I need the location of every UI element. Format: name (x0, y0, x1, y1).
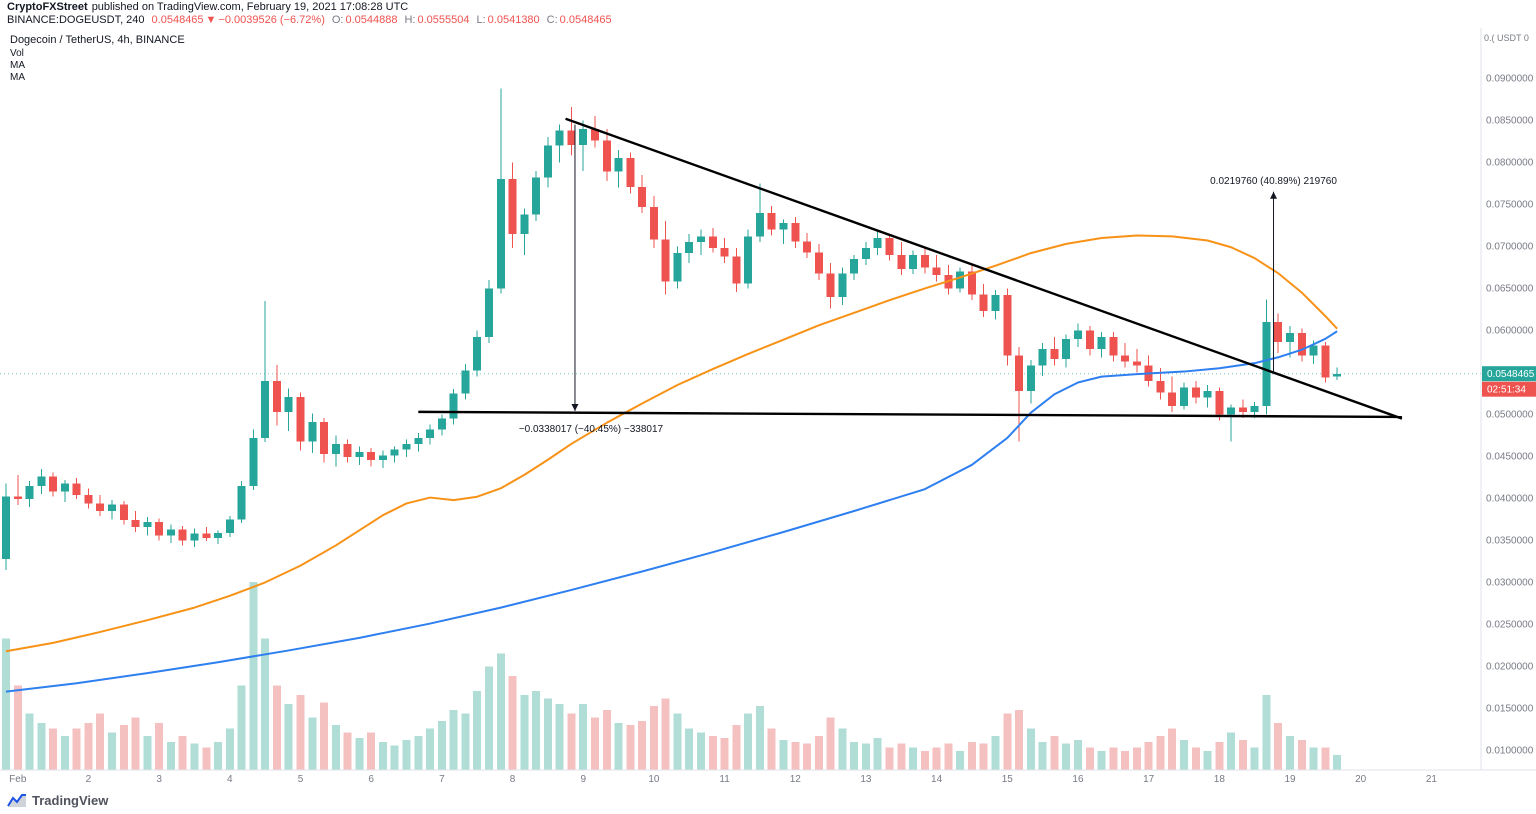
symbol-info-bar: BINANCE:DOGEUSDT, 240 0.0548465 ▼ −0.003… (7, 14, 612, 27)
attribution-bar: CryptoFXStreet published on TradingView.… (0, 0, 408, 14)
publish-info: published on TradingView.com, February 1… (91, 1, 409, 13)
svg-text:12: 12 (790, 774, 802, 785)
svg-text:0.0800000: 0.0800000 (1486, 157, 1534, 168)
time-axis-labels[interactable]: Feb 2 3 4 5 6 7 8 9 10 11 12 13 14 15 16 17 18 19 20 21 (9, 774, 1437, 785)
ohlc-open: O: 0.0544888 (331, 14, 398, 26)
svg-text:0.0548465: 0.0548465 (1487, 369, 1535, 380)
svg-text:5: 5 (298, 774, 304, 785)
price-chart[interactable]: −0.0338017 (−40.45%) −338017 0.0219760 (4… (0, 28, 1536, 786)
svg-text:0.0300000: 0.0300000 (1486, 577, 1534, 588)
axis-currency-note: 0.( USDT 0 (1484, 33, 1529, 43)
svg-text:0.0200000: 0.0200000 (1486, 661, 1534, 672)
tradingview-wordmark[interactable]: TradingView (32, 793, 109, 808)
svg-text:14: 14 (931, 774, 943, 785)
measure-up-arrow[interactable]: 0.0219760 (40.89%) 219760 (1210, 176, 1337, 375)
svg-text:0.0850000: 0.0850000 (1486, 115, 1534, 126)
volume-series (2, 582, 1342, 770)
last-price: 0.0548465 (151, 14, 204, 26)
ohlc-low: L: 0.0541380 (476, 14, 540, 26)
svg-text:0.0650000: 0.0650000 (1486, 283, 1534, 294)
svg-text:0.0900000: 0.0900000 (1486, 73, 1534, 84)
svg-text:19: 19 (1284, 774, 1296, 785)
symbol-name[interactable]: BINANCE:DOGEUSDT, 240 (7, 14, 145, 26)
ma-orange-line (5, 234, 1338, 653)
price-axis-labels[interactable]: 0.0900000 0.0850000 0.0800000 0.0750000 0.07… (1486, 73, 1534, 756)
svg-text:8: 8 (510, 774, 516, 785)
svg-text:18: 18 (1214, 774, 1226, 785)
svg-text:3: 3 (156, 774, 162, 785)
legend-volume[interactable]: Vol (10, 48, 24, 59)
descending-resistance-trendline[interactable] (565, 117, 1403, 420)
svg-text:17: 17 (1143, 774, 1155, 785)
legend-ma2[interactable]: MA (10, 72, 25, 83)
candlestick-series (2, 88, 1342, 570)
svg-text:7: 7 (439, 774, 445, 785)
legend-title[interactable]: Dogecoin / TetherUS, 4h, BINANCE (10, 34, 185, 46)
svg-text:13: 13 (860, 774, 872, 785)
svg-text:0.0250000: 0.0250000 (1486, 619, 1534, 630)
svg-text:9: 9 (580, 774, 586, 785)
svg-text:0.0350000: 0.0350000 (1486, 535, 1534, 546)
measure-down-label: −0.0338017 (−40.45%) −338017 (519, 424, 664, 435)
publisher-name: CryptoFXStreet (7, 1, 88, 13)
ohlc-high: H: 0.0555504 (404, 14, 470, 26)
legend-ma1[interactable]: MA (10, 60, 25, 71)
svg-text:0.0700000: 0.0700000 (1486, 241, 1534, 252)
svg-text:4: 4 (227, 774, 233, 785)
svg-text:0.0750000: 0.0750000 (1486, 199, 1534, 210)
price-change: −0.0039526 (−6.72%) (218, 14, 325, 26)
svg-text:02:51:34: 02:51:34 (1487, 385, 1526, 396)
measure-up-label: 0.0219760 (40.89%) 219760 (1210, 176, 1337, 187)
measure-down-arrow[interactable]: −0.0338017 (−40.45%) −338017 (519, 124, 664, 435)
tradingview-logo-icon[interactable] (7, 793, 27, 809)
svg-text:Feb: Feb (9, 774, 27, 785)
logo-line-shape (7, 793, 26, 807)
svg-text:0.0500000: 0.0500000 (1486, 409, 1534, 420)
svg-text:20: 20 (1355, 774, 1367, 785)
svg-text:10: 10 (648, 774, 660, 785)
logo-mountain-shape (8, 795, 26, 807)
chart-legend: Dogecoin / TetherUS, 4h, BINANCE Vol MA … (10, 34, 185, 84)
svg-text:16: 16 (1072, 774, 1084, 785)
svg-text:11: 11 (719, 774, 730, 785)
price-axis-pane[interactable] (1481, 28, 1536, 786)
svg-text:0.0450000: 0.0450000 (1486, 451, 1534, 462)
svg-text:0.0400000: 0.0400000 (1486, 493, 1534, 504)
svg-text:15: 15 (1002, 774, 1014, 785)
countdown-badge: 02:51:34 (1482, 381, 1536, 397)
change-direction-icon: ▼ (205, 14, 217, 26)
current-price-badge: 0.0548465 (1482, 366, 1536, 382)
footer-bar: TradingView (0, 787, 1536, 814)
svg-text:21: 21 (1426, 774, 1438, 785)
svg-text:0.0150000: 0.0150000 (1486, 703, 1534, 714)
svg-text:6: 6 (368, 774, 374, 785)
svg-text:0.0600000: 0.0600000 (1486, 325, 1534, 336)
horizontal-support-trendline[interactable] (418, 410, 1402, 419)
svg-text:2: 2 (86, 774, 92, 785)
svg-text:0.0100000: 0.0100000 (1486, 745, 1534, 756)
ma-blue-line (5, 330, 1338, 693)
ohlc-close: C: 0.0548465 (546, 14, 612, 26)
